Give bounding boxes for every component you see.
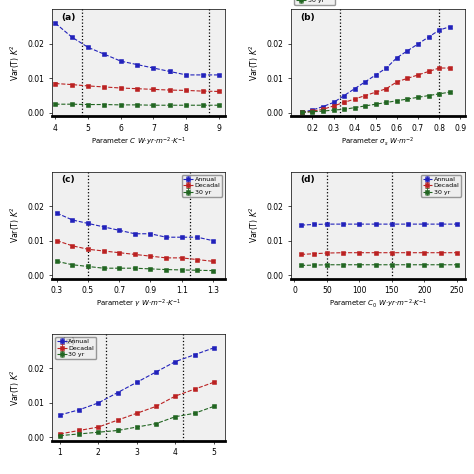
Text: (e): (e) [61, 337, 75, 346]
Legend: Annual, Decadal, 30 yr: Annual, Decadal, 30 yr [420, 175, 461, 197]
X-axis label: Parameter $C$ $W{\cdot}yr{\cdot}m^{-2}{\cdot}K^{-1}$: Parameter $C$ $W{\cdot}yr{\cdot}m^{-2}{\… [91, 136, 186, 148]
Y-axis label: Var(T) $K^2$: Var(T) $K^2$ [9, 369, 22, 406]
Legend: Annual, Decadal, 30 yr: Annual, Decadal, 30 yr [294, 0, 335, 5]
Text: (b): (b) [300, 13, 315, 22]
Legend: Annual, Decadal, 30 yr: Annual, Decadal, 30 yr [182, 175, 222, 197]
X-axis label: Parameter $C_0$ $W{\cdot}yr{\cdot}m^{-2}{\cdot}K^{-1}$: Parameter $C_0$ $W{\cdot}yr{\cdot}m^{-2}… [328, 298, 427, 310]
Text: (a): (a) [61, 13, 75, 22]
X-axis label: Parameter $\gamma$ $W{\cdot}m^{-2}{\cdot}K^{-1}$: Parameter $\gamma$ $W{\cdot}m^{-2}{\cdot… [96, 298, 181, 310]
Y-axis label: Var(T) $K^2$: Var(T) $K^2$ [247, 45, 261, 81]
Text: (d): (d) [300, 175, 315, 184]
X-axis label: Parameter $\sigma_s$ $W{\cdot}m^{-2}$: Parameter $\sigma_s$ $W{\cdot}m^{-2}$ [341, 136, 415, 148]
Legend: Annual, Decadal, 30 yr: Annual, Decadal, 30 yr [55, 337, 96, 359]
Y-axis label: Var(T) $K^2$: Var(T) $K^2$ [9, 207, 22, 244]
Y-axis label: Var(T) $K^2$: Var(T) $K^2$ [9, 45, 22, 81]
Y-axis label: Var(T) $K^2$: Var(T) $K^2$ [247, 207, 261, 244]
Text: (c): (c) [61, 175, 74, 184]
